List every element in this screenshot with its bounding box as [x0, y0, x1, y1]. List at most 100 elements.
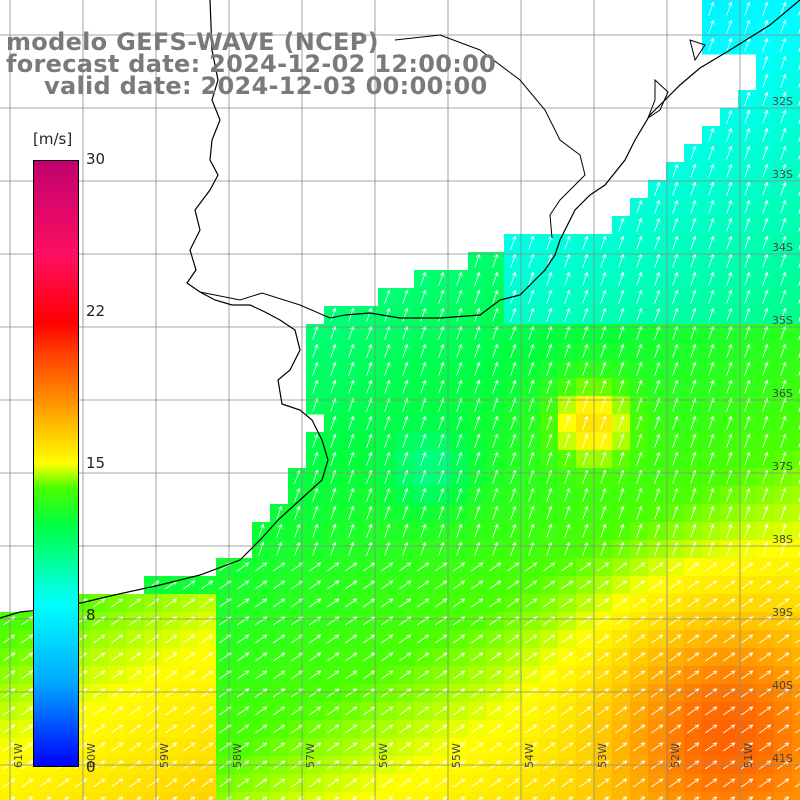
wind-arrow [510, 541, 517, 556]
wind-arrow [528, 271, 535, 286]
wind-arrow [600, 505, 607, 520]
wind-arrow [543, 688, 556, 698]
wind-arrow [546, 289, 553, 304]
wind-arrow [510, 415, 517, 430]
wind-arrow [636, 307, 643, 322]
wind-arrow [384, 361, 391, 376]
wind-arrow [726, 505, 733, 520]
wind-arrow [582, 235, 589, 250]
wind-arrow [399, 652, 412, 662]
wind-arrow [399, 580, 412, 590]
wind-arrow [780, 523, 787, 538]
wind-arrow [798, 388, 800, 394]
wind-arrow [618, 325, 625, 340]
wind-arrow [453, 634, 466, 644]
wind-arrow [723, 706, 736, 716]
colorbar-unit: [m/s] [33, 130, 73, 148]
wind-arrow [258, 541, 265, 556]
wind-arrow [345, 652, 358, 662]
wind-arrow [636, 217, 643, 232]
wind-arrow [744, 523, 751, 538]
wind-cell [792, 126, 800, 145]
wind-arrow [798, 478, 800, 484]
wind-arrow [762, 289, 769, 304]
wind-arrow [579, 580, 592, 590]
wind-arrow [420, 487, 427, 502]
wind-arrow [492, 487, 499, 502]
wind-arrow [561, 598, 574, 608]
wind-arrow [546, 307, 553, 322]
wind-arrow [777, 670, 790, 680]
wind-arrow [528, 541, 535, 556]
wind-arrow [528, 253, 535, 268]
wind-arrow [507, 580, 520, 590]
wind-arrow [201, 778, 214, 788]
wind-arrow [327, 580, 340, 590]
wind-arrow [348, 343, 355, 358]
wind-arrow [528, 307, 535, 322]
wind-arrow [633, 652, 646, 662]
wind-arrow [600, 235, 607, 250]
wind-arrow [726, 235, 733, 250]
wind-arrow [111, 688, 124, 698]
wind-arrow [726, 307, 733, 322]
wind-arrow [705, 598, 718, 608]
wind-cell [594, 792, 613, 800]
wind-arrow [183, 634, 196, 644]
wind-arrow [309, 706, 322, 716]
wind-arrow [348, 505, 355, 520]
wind-arrow [690, 433, 697, 448]
wind-arrow [726, 487, 733, 502]
wind-arrow [456, 325, 463, 340]
colorbar [33, 160, 79, 767]
wind-arrow [438, 523, 445, 538]
wind-arrow [780, 145, 787, 160]
wind-arrow [399, 778, 412, 788]
wind-arrow [420, 433, 427, 448]
wind-arrow [564, 235, 571, 250]
wind-arrow [3, 688, 16, 698]
lon-label: 59W [158, 743, 171, 768]
wind-arrow [237, 598, 250, 608]
wind-arrow [507, 670, 520, 680]
wind-arrow [366, 541, 373, 556]
wind-arrow [399, 706, 412, 716]
wind-arrow [183, 670, 196, 680]
wind-arrow [384, 541, 391, 556]
wind-arrow [744, 505, 751, 520]
wind-arrow [708, 451, 715, 466]
wind-arrow [618, 343, 625, 358]
wind-arrow [672, 307, 679, 322]
wind-arrow [366, 451, 373, 466]
wind-arrow [762, 253, 769, 268]
wind-arrow [366, 487, 373, 502]
wind-arrow [654, 181, 661, 196]
wind-arrow [456, 541, 463, 556]
wind-arrow [453, 580, 466, 590]
wind-arrow [795, 729, 800, 734]
wind-arrow [327, 670, 340, 680]
coastline-north [344, 0, 800, 319]
wind-arrow [723, 724, 736, 734]
wind-arrow [726, 199, 733, 214]
wind-arrow [615, 562, 628, 572]
wind-arrow [795, 783, 800, 788]
wind-arrow [705, 562, 718, 572]
wind-arrow [798, 514, 800, 520]
wind-cell [792, 648, 800, 667]
wind-arrow [435, 634, 448, 644]
wind-arrow [726, 451, 733, 466]
wind-arrow [723, 634, 736, 644]
wind-arrow [759, 706, 772, 716]
wind-arrow [327, 706, 340, 716]
wind-arrow [762, 487, 769, 502]
wind-cell [378, 792, 397, 800]
wind-arrow [600, 343, 607, 358]
wind-arrow [654, 271, 661, 286]
wind-arrow [171, 796, 178, 800]
wind-arrow [384, 415, 391, 430]
wind-cell [792, 306, 800, 325]
wind-arrow [687, 652, 700, 662]
wind-arrow [471, 706, 484, 716]
wind-arrow [399, 688, 412, 698]
